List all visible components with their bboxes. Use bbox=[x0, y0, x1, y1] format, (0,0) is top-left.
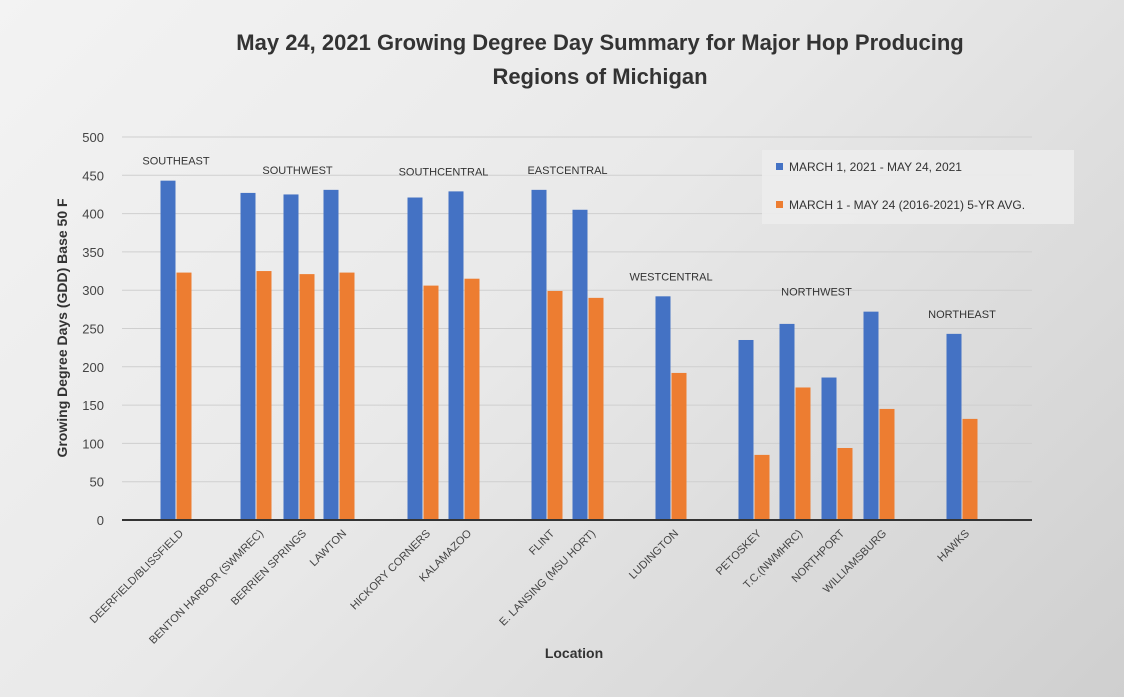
bar-series-2 bbox=[837, 447, 853, 520]
y-tick-label: 100 bbox=[82, 436, 104, 451]
region-label: EASTCENTRAL bbox=[527, 165, 607, 177]
bar-series-2 bbox=[423, 285, 439, 520]
bar-series-1 bbox=[779, 323, 795, 520]
bar-series-2 bbox=[547, 290, 563, 520]
region-label: NORTHWEST bbox=[781, 287, 852, 299]
legend-swatch-series-2 bbox=[776, 201, 783, 208]
y-axis-title: Growing Degree Days (GDD) Base 50 F bbox=[54, 198, 70, 458]
bar-series-1 bbox=[738, 339, 754, 520]
region-label: SOUTHWEST bbox=[262, 165, 333, 177]
bar-series-1 bbox=[572, 209, 588, 520]
bar-series-2 bbox=[464, 278, 480, 520]
legend: MARCH 1, 2021 - MAY 24, 2021 MARCH 1 - M… bbox=[762, 150, 1074, 224]
bar-series-1 bbox=[946, 333, 962, 520]
y-tick-label: 350 bbox=[82, 245, 104, 260]
y-tick-label: 400 bbox=[82, 207, 104, 222]
region-label: WESTCENTRAL bbox=[629, 271, 712, 283]
x-tick-label: HAWKS bbox=[935, 528, 972, 565]
bar-series-2 bbox=[795, 387, 811, 520]
chart-title-line-2: Regions of Michigan bbox=[492, 64, 707, 89]
bar-series-2 bbox=[299, 274, 315, 520]
bar-series-1 bbox=[160, 180, 176, 521]
bar-series-2 bbox=[588, 297, 604, 520]
legend-label-series-2: MARCH 1 - MAY 24 (2016-2021) 5-YR AVG. bbox=[789, 198, 1025, 212]
bar-series-2 bbox=[339, 272, 355, 520]
legend-label-series-1: MARCH 1, 2021 - MAY 24, 2021 bbox=[789, 160, 962, 174]
x-tick-label: DEERFIELD/BLISSFIELD bbox=[88, 528, 186, 626]
x-axis-title: Location bbox=[545, 645, 603, 661]
y-tick-label: 450 bbox=[82, 168, 104, 183]
x-tick-label: HICKORY CORNERS bbox=[348, 528, 433, 613]
bar-series-1 bbox=[531, 189, 547, 520]
x-tick-label: FLINT bbox=[527, 527, 557, 557]
legend-background bbox=[762, 150, 1074, 224]
y-tick-label: 300 bbox=[82, 283, 104, 298]
bar-series-2 bbox=[256, 271, 272, 520]
bar-series-1 bbox=[863, 311, 879, 520]
bar-series-2 bbox=[754, 454, 770, 520]
bar-series-1 bbox=[240, 192, 256, 520]
bar-series-2 bbox=[671, 372, 687, 520]
y-tick-label: 500 bbox=[82, 130, 104, 145]
bar-series-2 bbox=[962, 418, 978, 520]
region-labels: SOUTHEAST SOUTHWEST SOUTHCENTRAL EASTCENTRA… bbox=[142, 156, 996, 321]
y-tick-label: 50 bbox=[90, 475, 104, 490]
y-tick-label: 0 bbox=[97, 513, 104, 528]
bar-series-1 bbox=[407, 197, 423, 520]
bar-series-2 bbox=[879, 408, 895, 520]
region-label: SOUTHEAST bbox=[142, 156, 210, 168]
bar-series-1 bbox=[283, 194, 299, 520]
bar-series-1 bbox=[323, 189, 339, 520]
bar-series-1 bbox=[821, 377, 837, 520]
chart-title-line-1: May 24, 2021 Growing Degree Day Summary … bbox=[236, 30, 963, 55]
x-tick-label: LAWTON bbox=[308, 528, 349, 569]
bar-series-1 bbox=[655, 296, 671, 520]
y-tick-label: 250 bbox=[82, 322, 104, 337]
region-label: SOUTHCENTRAL bbox=[399, 166, 489, 178]
x-tick-label: BERRIEN SPRINGS bbox=[229, 528, 309, 608]
region-label: NORTHEAST bbox=[928, 309, 996, 321]
y-tick-label: 200 bbox=[82, 360, 104, 375]
x-tick-label: LUDINGTON bbox=[627, 528, 681, 582]
y-axis-ticks: 0 50 100 150 200 250 300 350 400 450 500 bbox=[82, 130, 104, 528]
bars bbox=[160, 180, 978, 521]
bar-series-1 bbox=[448, 191, 464, 521]
y-tick-label: 150 bbox=[82, 398, 104, 413]
bar-series-2 bbox=[176, 272, 192, 520]
legend-swatch-series-1 bbox=[776, 163, 783, 170]
